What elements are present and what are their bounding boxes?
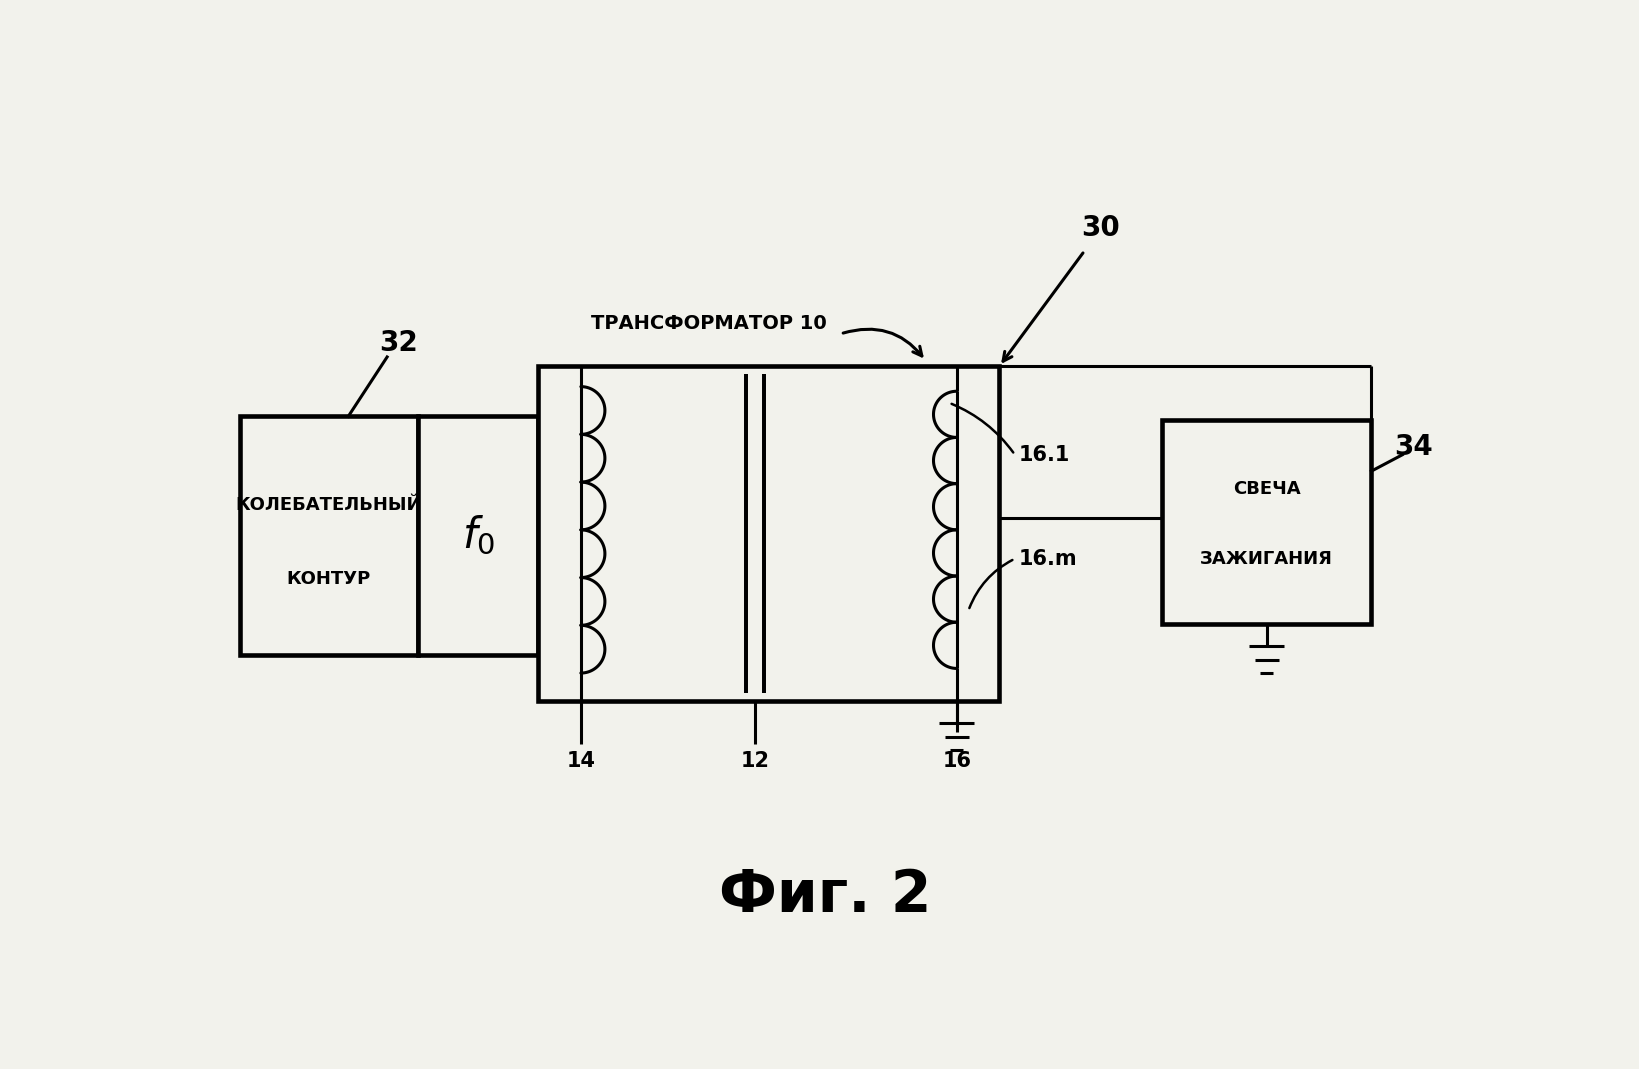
Text: ЗАЖИГАНИЯ: ЗАЖИГАНИЯ bbox=[1200, 549, 1333, 568]
Bar bbox=[538, 367, 998, 701]
Text: 16: 16 bbox=[942, 752, 970, 771]
Bar bbox=[1162, 420, 1370, 624]
Text: 32: 32 bbox=[379, 329, 418, 357]
Text: СВЕЧА: СВЕЧА bbox=[1233, 480, 1300, 498]
Bar bbox=[418, 416, 538, 655]
Bar bbox=[239, 416, 418, 655]
Text: 16.m: 16.m bbox=[1018, 548, 1077, 569]
Text: КОНТУР: КОНТУР bbox=[287, 570, 370, 588]
Text: 14: 14 bbox=[565, 752, 595, 771]
Text: ТРАНСФОРМАТОР 10: ТРАНСФОРМАТОР 10 bbox=[590, 314, 826, 334]
Text: 16.1: 16.1 bbox=[1018, 445, 1070, 465]
Text: 34: 34 bbox=[1393, 433, 1432, 461]
Text: Фиг. 2: Фиг. 2 bbox=[718, 867, 931, 925]
Text: КОЛЕБАТЕЛЬНЫЙ: КОЛЕБАТЕЛЬНЫЙ bbox=[236, 496, 421, 513]
Text: 30: 30 bbox=[1080, 214, 1119, 242]
Text: $f_0$: $f_0$ bbox=[461, 514, 495, 557]
Text: 12: 12 bbox=[741, 752, 769, 771]
